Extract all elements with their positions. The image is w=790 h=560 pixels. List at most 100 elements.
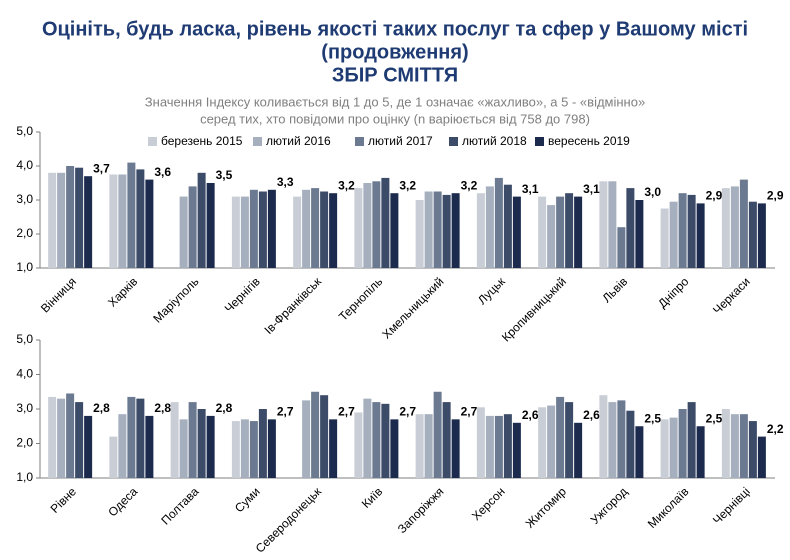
value-label: 2,2: [767, 422, 784, 436]
bar: [372, 181, 381, 268]
bar: [240, 196, 249, 268]
y-tick-label: 4,0: [16, 158, 33, 172]
x-tick-label: Харків: [105, 274, 140, 309]
bar: [574, 422, 583, 478]
value-label: 3,6: [154, 165, 171, 179]
bar: [574, 196, 583, 268]
bar: [179, 196, 188, 268]
value-label: 2,6: [583, 408, 600, 422]
bar: [433, 191, 442, 268]
bar: [626, 188, 635, 268]
x-tick-label: Маріуполь: [150, 274, 201, 325]
bar: [678, 409, 687, 478]
bar: [565, 402, 574, 478]
bar: [599, 181, 608, 268]
y-tick-label: 2,0: [16, 226, 33, 240]
bar: [75, 167, 84, 268]
bar: [48, 396, 57, 478]
bar: [231, 421, 240, 478]
value-label: 3,1: [583, 182, 600, 196]
bar: [721, 188, 730, 268]
title: (продовження): [321, 41, 468, 63]
bar: [424, 414, 433, 478]
bar: [626, 410, 635, 478]
bar: [739, 179, 748, 268]
value-label: 3,2: [338, 178, 355, 192]
bar: [476, 407, 485, 478]
bar: [485, 415, 494, 478]
legend-swatch: [355, 137, 364, 146]
bar: [84, 176, 93, 268]
value-label: 3,0: [644, 185, 661, 199]
bar: [687, 194, 696, 268]
x-tick-label: Черкаси: [710, 274, 753, 317]
bar: [170, 402, 179, 478]
legend-swatch: [253, 137, 262, 146]
bar: [503, 184, 512, 268]
bar: [293, 196, 302, 268]
y-tick-label: 5,0: [16, 332, 33, 346]
bar: [372, 402, 381, 478]
x-tick-label: Луцьк: [475, 274, 508, 307]
bar: [696, 426, 705, 478]
bar: [197, 172, 206, 268]
bar: [512, 422, 521, 478]
bar: [179, 419, 188, 478]
legend-label: березень 2015: [161, 134, 243, 148]
bar: [748, 201, 757, 268]
x-tick-label: Дніпро: [655, 274, 691, 310]
bar: [635, 426, 644, 478]
bar: [249, 189, 258, 268]
bar: [390, 419, 399, 478]
x-tick-label: Рівне: [48, 484, 80, 516]
bar: [109, 174, 118, 268]
bar: [258, 191, 267, 268]
y-tick-label: 1,0: [16, 260, 33, 274]
bar: [188, 402, 197, 478]
bar: [451, 193, 460, 268]
bar: [136, 169, 145, 268]
x-tick-label: Київ: [359, 484, 385, 510]
x-tick-label: Львів: [599, 274, 630, 305]
bar: [267, 419, 276, 478]
bar: [363, 398, 372, 478]
y-tick-label: 5,0: [16, 124, 33, 138]
bar: [608, 181, 617, 268]
bar: [381, 177, 390, 268]
bar: [57, 172, 66, 268]
bar: [617, 227, 626, 268]
y-tick-label: 3,0: [16, 192, 33, 206]
bar: [329, 419, 338, 478]
bar: [476, 193, 485, 268]
legend-label: лютий 2018: [462, 134, 527, 148]
x-tick-label: Хмельницький: [379, 274, 446, 341]
bar: [206, 415, 215, 478]
bar: [494, 177, 503, 268]
value-label: 2,8: [216, 401, 233, 415]
x-tick-label: Тернопіль: [336, 274, 385, 323]
bar: [48, 172, 57, 268]
bar: [75, 402, 84, 478]
bar: [302, 189, 311, 268]
bar: [485, 186, 494, 268]
bar: [433, 391, 442, 478]
title: Оцініть, будь ласка, рівень якості таких…: [42, 18, 748, 40]
legend-swatch: [449, 137, 458, 146]
x-tick-label: Кропивницький: [499, 274, 569, 344]
bar: [503, 414, 512, 478]
bar: [599, 395, 608, 478]
value-label: 2,5: [644, 411, 661, 425]
bar: [197, 409, 206, 478]
bar: [424, 191, 433, 268]
bar: [547, 205, 556, 268]
bar: [249, 421, 258, 478]
value-label: 3,5: [216, 168, 233, 182]
bar: [66, 166, 75, 268]
bar: [320, 191, 329, 268]
bar: [354, 412, 363, 478]
value-label: 2,8: [154, 401, 171, 415]
bar: [311, 391, 320, 478]
value-label: 2,9: [767, 189, 784, 203]
bar: [730, 414, 739, 478]
value-label: 3,2: [399, 178, 416, 192]
